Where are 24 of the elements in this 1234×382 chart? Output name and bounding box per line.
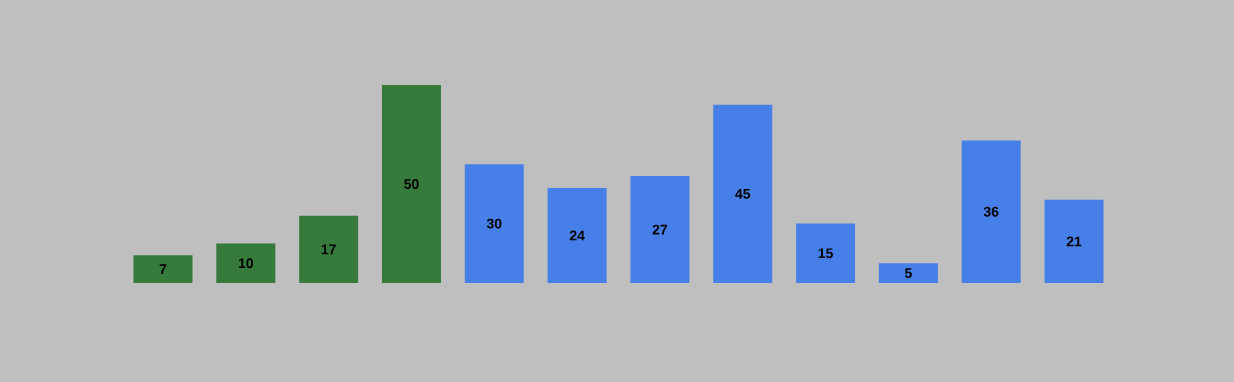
data-label: 21 xyxy=(1066,236,1082,247)
bar xyxy=(961,140,1021,283)
bar xyxy=(216,243,276,283)
data-label: 17 xyxy=(321,244,336,255)
bar xyxy=(464,164,524,283)
bar xyxy=(547,187,607,283)
data-label: 5 xyxy=(904,268,912,278)
bar xyxy=(878,263,938,283)
bar xyxy=(381,85,441,283)
data-label: 15 xyxy=(818,248,833,259)
data-label: 30 xyxy=(486,218,502,229)
bar xyxy=(630,176,690,283)
data-label: 10 xyxy=(238,258,254,269)
data-label: 27 xyxy=(652,224,668,235)
bar xyxy=(299,215,359,283)
data-label: 50 xyxy=(404,179,419,189)
data-label: 7 xyxy=(159,264,167,274)
bar xyxy=(133,255,193,283)
data-label: 36 xyxy=(983,206,999,217)
bar xyxy=(796,223,856,283)
bar xyxy=(713,104,773,283)
data-label: 24 xyxy=(569,230,585,241)
bar xyxy=(1044,199,1104,283)
data-label: 45 xyxy=(735,189,751,199)
